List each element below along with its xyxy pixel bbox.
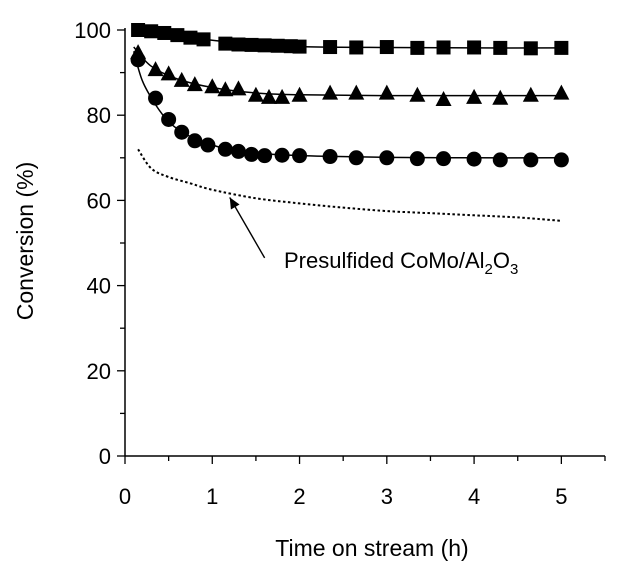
square-marker (379, 40, 394, 55)
triangle-marker (522, 86, 539, 102)
axes: Time on stream (h) Conversion (%) 020406… (12, 18, 606, 561)
y-tick-label: 0 (99, 444, 111, 469)
x-tick-label: 3 (381, 484, 393, 509)
square-marker (170, 28, 185, 43)
square-marker (157, 25, 172, 40)
circle-marker (553, 152, 569, 168)
triangle-marker (186, 76, 203, 92)
square-marker (257, 38, 272, 53)
x-tick-label: 0 (119, 484, 131, 509)
circle-marker (436, 151, 452, 167)
square-marker (218, 36, 233, 51)
square-marker (323, 40, 338, 55)
series-presulfided-dotted-line (137, 148, 562, 222)
square-marker (493, 40, 508, 55)
circle-marker (409, 151, 425, 167)
triangle-marker (466, 88, 483, 104)
triangle-marker (261, 88, 277, 104)
circle-marker (492, 152, 508, 168)
annotation-arrow-head (229, 197, 240, 210)
triangle-marker (435, 90, 452, 106)
annotation-layer: Presulfided CoMo/Al2O3 (229, 197, 518, 278)
triangle-marker (230, 80, 247, 96)
triangle-marker (204, 78, 221, 94)
square-marker (554, 40, 569, 55)
circle-marker (244, 146, 260, 162)
triangle-marker (147, 61, 164, 77)
triangle-marker (409, 86, 426, 102)
square-marker (231, 37, 246, 52)
triangle-marker (247, 86, 264, 102)
annotation-arrow-line (229, 197, 266, 259)
x-axis-title: Time on stream (h) (275, 535, 468, 561)
circle-marker (187, 133, 203, 149)
y-tick-label: 40 (87, 274, 111, 299)
square-marker (292, 39, 307, 54)
y-axis-title: Conversion (%) (12, 162, 38, 321)
circle-marker (148, 90, 164, 106)
square-marker (270, 38, 285, 53)
triangle-marker (348, 84, 365, 100)
triangle-marker (553, 84, 570, 100)
y-tick-label: 100 (74, 18, 111, 43)
square-marker (410, 40, 425, 55)
circle-marker (348, 150, 364, 166)
y-tick-label: 20 (87, 359, 111, 384)
circle-marker (379, 150, 395, 166)
square-marker (523, 41, 538, 56)
presulfided-label-sub1: 2 (485, 261, 493, 278)
y-tick-label: 80 (87, 103, 111, 128)
circle-marker (292, 148, 308, 164)
circle-marker (130, 52, 146, 68)
circle-marker (230, 143, 246, 159)
plot-layer (130, 23, 570, 222)
square-marker (244, 37, 259, 52)
square-marker (467, 40, 482, 55)
circle-marker (217, 141, 233, 157)
presulfided-label-mid: O (493, 248, 510, 273)
presulfided-label: Presulfided CoMo/Al2O3 (284, 248, 518, 278)
triangle-marker (492, 89, 509, 105)
circle-marker (200, 137, 216, 153)
x-tick-label: 5 (555, 484, 567, 509)
presulfided-label-main: Presulfided CoMo/Al (284, 248, 485, 273)
triangle-marker (322, 84, 339, 100)
circle-marker (466, 151, 482, 167)
circle-marker (322, 149, 338, 165)
square-marker (196, 32, 211, 47)
square-marker (183, 30, 198, 45)
y-tick-label: 60 (87, 188, 111, 213)
square-marker (144, 24, 159, 39)
x-tick-label: 4 (468, 484, 480, 509)
triangle-marker (291, 86, 308, 102)
triangle-marker (274, 88, 291, 104)
circle-marker (257, 148, 273, 164)
square-marker (131, 23, 146, 37)
circle-marker (174, 124, 190, 140)
x-tick-label: 2 (293, 484, 305, 509)
presulfided-label-sub2: 3 (510, 261, 518, 278)
triangle-marker (378, 84, 395, 100)
triangle-marker (173, 71, 190, 87)
circle-marker (161, 111, 177, 127)
triangle-marker (160, 65, 177, 81)
triangle-marker (217, 81, 234, 97)
square-marker (349, 40, 364, 55)
circle-marker (523, 152, 539, 168)
x-tick-label: 1 (206, 484, 218, 509)
circle-marker (274, 147, 290, 163)
square-marker (436, 40, 451, 55)
